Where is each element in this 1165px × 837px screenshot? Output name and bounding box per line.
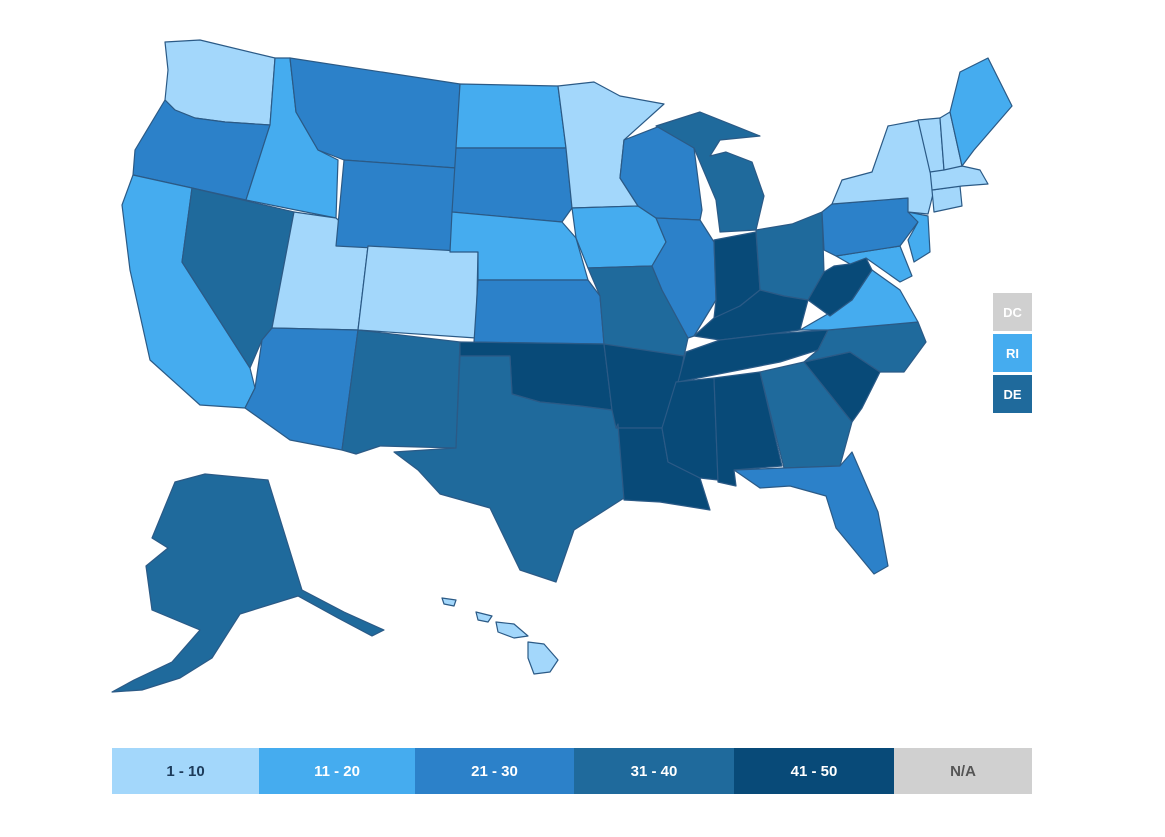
state-hi[interactable] xyxy=(441,597,559,675)
state-ny[interactable] xyxy=(831,119,935,215)
dc-label: DC xyxy=(1003,304,1022,320)
state-nd[interactable] xyxy=(455,83,567,149)
state-me[interactable] xyxy=(949,57,1013,167)
legend: 1 - 10 11 - 20 21 - 30 31 - 40 41 - 50 N… xyxy=(112,748,1032,794)
state-mi[interactable] xyxy=(655,111,765,233)
ri-box[interactable]: RI xyxy=(993,334,1032,372)
state-tx[interactable] xyxy=(393,355,625,583)
legend-item-1-10: 1 - 10 xyxy=(112,748,259,794)
state-ak[interactable] xyxy=(111,473,385,693)
state-fl[interactable] xyxy=(733,451,889,575)
legend-label: 11 - 20 xyxy=(314,762,360,780)
state-il[interactable] xyxy=(651,217,717,339)
state-nj[interactable] xyxy=(907,211,931,263)
us-choropleth-map xyxy=(111,39,1013,693)
state-nc[interactable] xyxy=(803,321,927,373)
legend-item-21-30: 21 - 30 xyxy=(415,748,574,794)
state-wy[interactable] xyxy=(335,159,457,253)
de-label: DE xyxy=(1003,386,1022,402)
legend-label: 21 - 30 xyxy=(471,762,518,780)
state-ga[interactable] xyxy=(759,361,853,469)
legend-item-31-40: 31 - 40 xyxy=(574,748,734,794)
legend-item-11-20: 11 - 20 xyxy=(259,748,415,794)
state-nm[interactable] xyxy=(341,329,461,455)
de-box[interactable]: DE xyxy=(993,375,1032,413)
state-ks[interactable] xyxy=(473,279,605,345)
legend-label: 1 - 10 xyxy=(166,762,205,780)
dc-box[interactable]: DC xyxy=(993,293,1032,331)
state-co[interactable] xyxy=(357,245,479,339)
legend-label: 41 - 50 xyxy=(790,762,838,780)
state-sd[interactable] xyxy=(451,147,573,223)
state-pa[interactable] xyxy=(821,197,919,257)
legend-item-41-50: 41 - 50 xyxy=(734,748,894,794)
legend-label: N/A xyxy=(950,762,976,780)
legend-label: 31 - 40 xyxy=(630,762,678,780)
legend-item-na: N/A xyxy=(894,748,1032,794)
state-oh[interactable] xyxy=(755,211,825,301)
ri-label: RI xyxy=(1006,345,1019,361)
state-az[interactable] xyxy=(244,327,359,451)
